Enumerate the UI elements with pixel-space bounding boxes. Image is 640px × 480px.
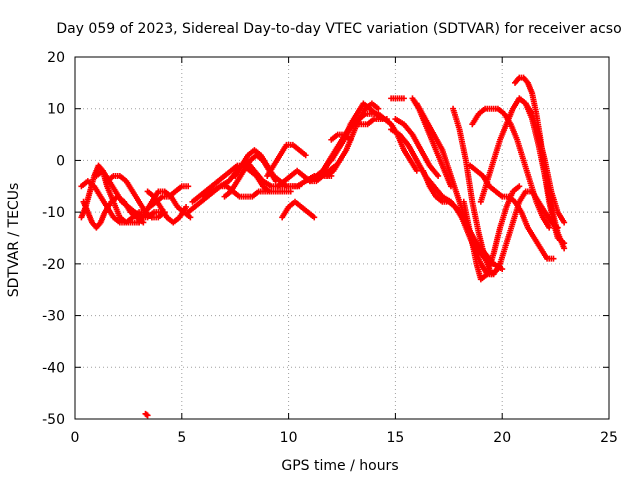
data-point <box>435 172 442 179</box>
x-axis-label: GPS time / hours <box>281 458 398 474</box>
data-point <box>494 266 501 273</box>
data-layer <box>78 74 568 419</box>
y-tick-label: -50 <box>42 412 65 428</box>
data-point <box>144 412 151 419</box>
data-point <box>561 219 568 226</box>
series-arc5 <box>104 172 155 221</box>
series-arc34 <box>516 95 568 226</box>
series-arc8 <box>146 183 192 210</box>
chart-title: Day 059 of 2023, Sidereal Day-to-day VTE… <box>56 21 621 37</box>
series-arc20 <box>324 100 382 179</box>
data-point <box>187 214 194 221</box>
y-tick-label: 10 <box>47 102 65 118</box>
series-arc31 <box>469 105 553 231</box>
series-outlier <box>142 410 151 419</box>
data-point <box>375 105 382 112</box>
data-point <box>546 224 553 231</box>
data-point <box>550 255 557 262</box>
data-point <box>400 95 407 102</box>
x-tick-label: 25 <box>600 430 618 446</box>
y-axis-label: SDTVAR / TECUs <box>6 183 22 298</box>
series-arc21 <box>328 131 354 143</box>
x-tick-label: 0 <box>71 430 80 446</box>
data-point <box>311 214 318 221</box>
series-arc22 <box>388 95 407 102</box>
y-tick-label: -40 <box>42 360 65 376</box>
data-point <box>561 240 568 247</box>
tick-layer: 0 5 10 15 20 25 -50 -40 -30 -20 -10 0 10 20 <box>42 50 618 446</box>
series-arc30 <box>467 162 557 262</box>
data-point <box>296 183 303 190</box>
x-tick-label: 20 <box>493 430 511 446</box>
data-point <box>347 136 354 143</box>
data-point <box>302 152 309 159</box>
data-point <box>183 203 190 210</box>
x-tick-label: 5 <box>177 430 186 446</box>
y-tick-label: -30 <box>42 309 65 325</box>
y-tick-label: -10 <box>42 205 65 221</box>
y-tick-label: 0 <box>56 153 65 169</box>
data-point <box>287 188 294 195</box>
series-arc24 <box>392 116 442 179</box>
data-point <box>185 183 192 190</box>
x-tick-label: 15 <box>386 430 404 446</box>
series-arc14 <box>264 141 309 179</box>
data-point <box>516 183 523 190</box>
data-point <box>561 245 568 252</box>
y-tick-label: -20 <box>42 257 65 273</box>
data-point <box>266 188 273 195</box>
x-tick-label: 10 <box>280 430 298 446</box>
data-point <box>379 116 386 123</box>
series-arc16 <box>279 198 318 221</box>
data-point <box>148 214 155 221</box>
plot-frame <box>74 56 610 420</box>
data-point <box>413 167 420 174</box>
y-tick-label: 20 <box>47 50 65 66</box>
